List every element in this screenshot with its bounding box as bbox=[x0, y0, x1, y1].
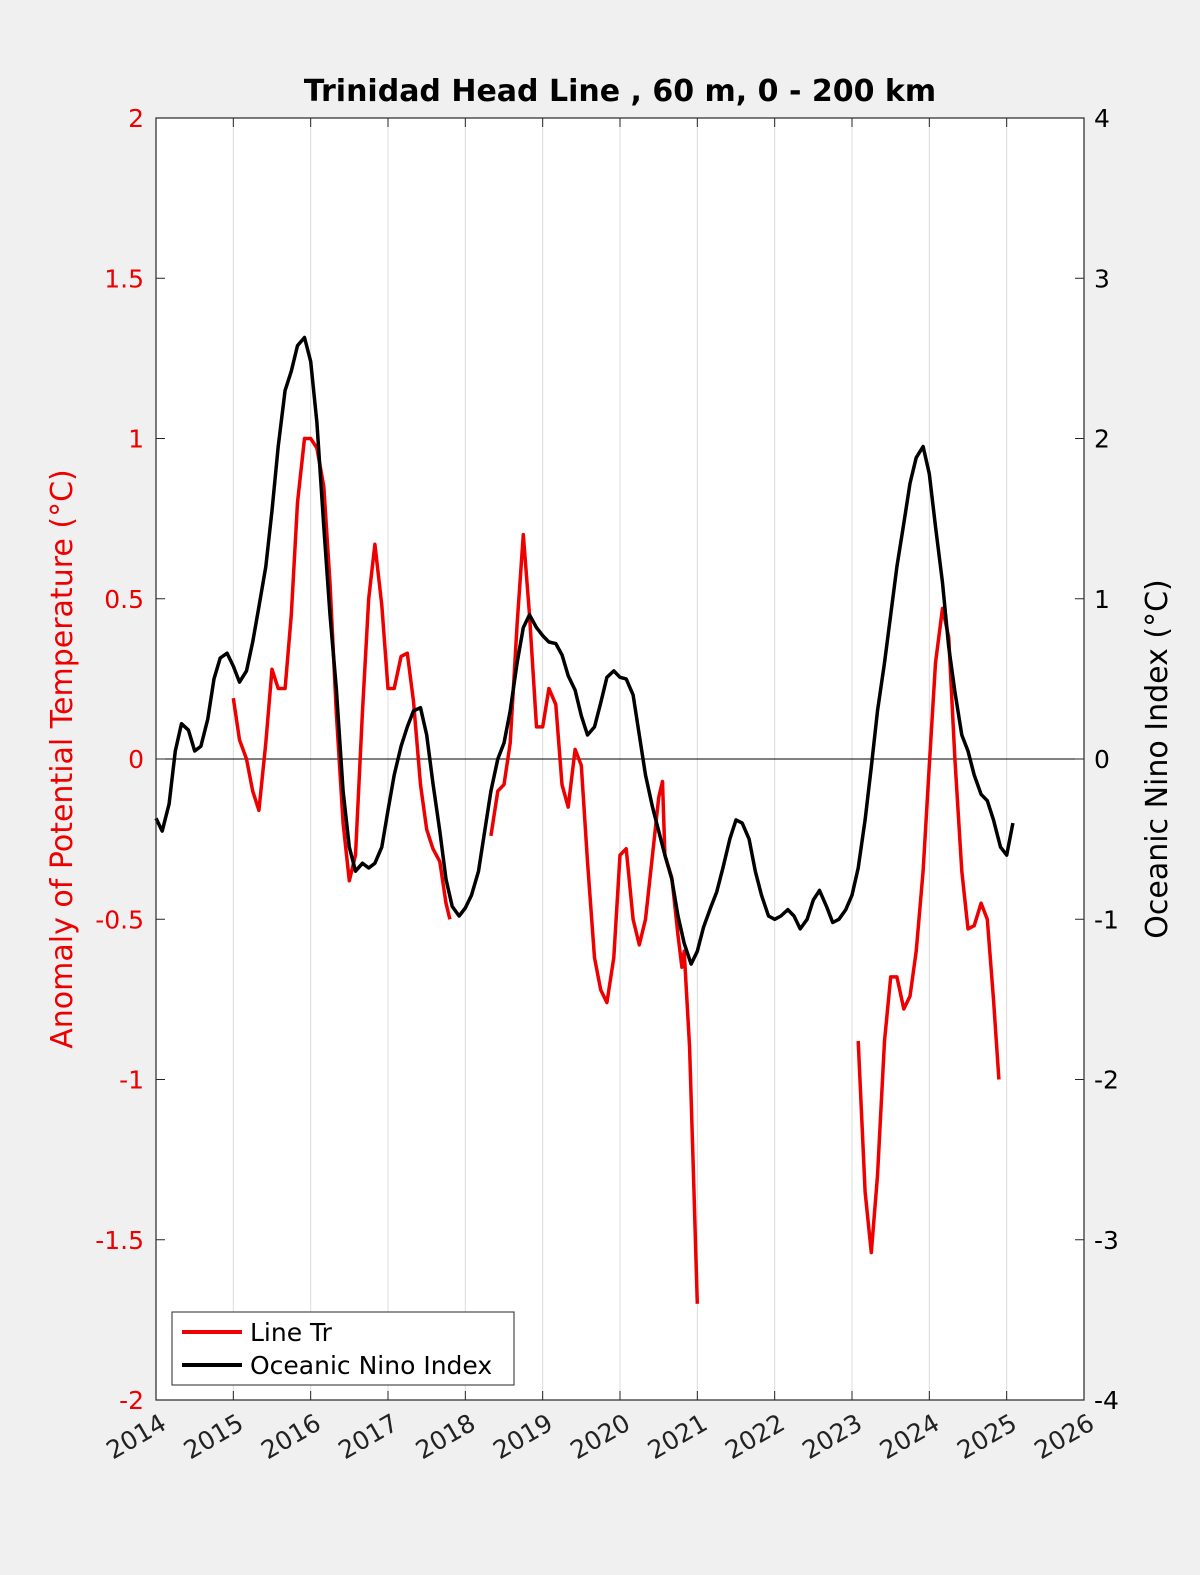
left-tick-label: -0.5 bbox=[95, 905, 144, 934]
legend: Line Tr Oceanic Nino Index bbox=[171, 1311, 515, 1386]
left-tick-label: 1.5 bbox=[104, 264, 144, 293]
left-tick-label: 0 bbox=[128, 745, 144, 774]
left-tick-label: -2 bbox=[119, 1386, 144, 1415]
right-tick-label: 1 bbox=[1094, 585, 1110, 614]
legend-label-line-tr: Line Tr bbox=[250, 1318, 333, 1347]
right-axis-label: Oceanic Nino Index (°C) bbox=[1140, 579, 1175, 939]
right-tick-label: 0 bbox=[1094, 745, 1110, 774]
left-tick-label: -1.5 bbox=[95, 1226, 144, 1255]
left-tick-label: 2 bbox=[128, 104, 144, 133]
right-tick-label: 3 bbox=[1094, 264, 1110, 293]
left-tick-label: -1 bbox=[119, 1066, 144, 1095]
right-tick-label: -1 bbox=[1094, 905, 1119, 934]
legend-box bbox=[171, 1311, 515, 1386]
left-axis-label: Anomaly of Potential Temperature (°C) bbox=[45, 469, 80, 1048]
right-tick-label: -4 bbox=[1094, 1386, 1119, 1415]
right-tick-label: 2 bbox=[1094, 425, 1110, 454]
series-lines bbox=[154, 335, 1015, 1304]
series-line-line-tr-0 bbox=[231, 436, 452, 920]
right-tick-label: -2 bbox=[1094, 1066, 1119, 1095]
left-tick-label: 0.5 bbox=[104, 585, 144, 614]
left-tick-label: 1 bbox=[128, 425, 144, 454]
right-tick-label: -3 bbox=[1094, 1226, 1119, 1255]
right-tick-label: 4 bbox=[1094, 104, 1110, 133]
chart-title: Trinidad Head Line , 60 m, 0 - 200 km bbox=[304, 74, 936, 109]
grid-lines bbox=[156, 118, 1084, 1400]
series-line-line-tr-2 bbox=[856, 606, 1001, 1255]
series-line-oceanic-nino-index-0 bbox=[154, 335, 1015, 966]
legend-label-oni: Oceanic Nino Index bbox=[250, 1351, 492, 1380]
